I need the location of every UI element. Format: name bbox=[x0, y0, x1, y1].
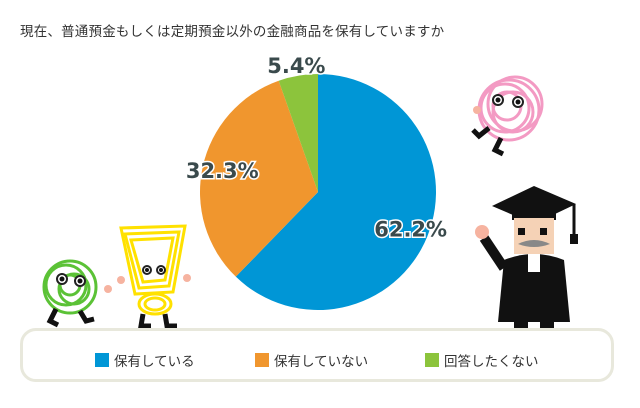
legend-label-no-answer: 回答したくない bbox=[444, 354, 539, 370]
data-label-not-holding: 32.3% bbox=[186, 159, 259, 183]
legend-swatch-holding bbox=[95, 353, 109, 367]
data-label-no-answer: 5.4% bbox=[267, 54, 325, 78]
pie-slice-no-answer bbox=[278, 74, 318, 192]
pie-slice-not-holding bbox=[200, 80, 318, 277]
data-label-holding: 62.2% bbox=[374, 218, 447, 242]
legend: 保有している 保有していない 回答したくない bbox=[20, 328, 614, 382]
professor-mascot-icon bbox=[475, 186, 578, 328]
pie-slice-holding bbox=[235, 74, 437, 310]
legend-item-holding: 保有している bbox=[95, 350, 195, 370]
legend-item-no-answer: 回答したくない bbox=[425, 350, 539, 370]
pink-scribble-mascot-icon bbox=[471, 75, 544, 157]
legend-item-not-holding: 保有していない bbox=[255, 350, 368, 370]
legend-swatch-no-answer bbox=[425, 353, 439, 367]
chart-title: 現在、普通預金もしくは定期預金以外の金融商品を保有していますか bbox=[20, 24, 445, 40]
legend-swatch-not-holding bbox=[255, 353, 269, 367]
legend-label-not-holding: 保有していない bbox=[274, 354, 369, 370]
legend-label-holding: 保有している bbox=[114, 354, 195, 370]
yellow-scribble-mascot-icon bbox=[117, 224, 191, 329]
green-scribble-mascot-icon bbox=[42, 259, 112, 328]
